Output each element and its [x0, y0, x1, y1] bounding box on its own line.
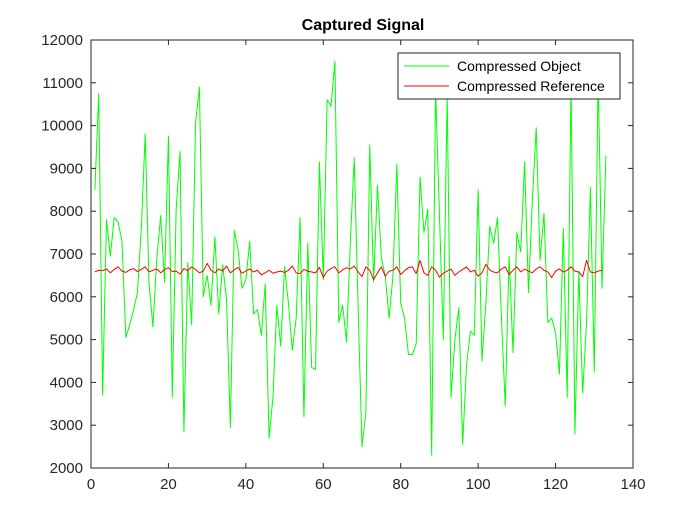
series-layer: [94, 60, 607, 456]
y-tick-label: 6000: [50, 289, 83, 306]
y-tick-label: 4000: [50, 374, 83, 391]
legend-label-1: Compressed Object: [457, 58, 581, 74]
x-tick-label: 140: [620, 476, 645, 493]
legend-label-2: Compressed Reference: [457, 78, 605, 94]
chart-title: Captured Signal: [302, 17, 425, 34]
x-axis: 0 20 40 60 80 100 120 140: [87, 40, 646, 493]
y-tick-label: 3000: [50, 417, 83, 434]
series-line-1: [94, 60, 607, 456]
legend: Compressed Object Compressed Reference: [397, 52, 621, 100]
legend-box: [397, 52, 621, 100]
plot-area: [91, 40, 633, 468]
y-tick-label: 9000: [50, 160, 83, 177]
y-tick-label: 5000: [50, 332, 83, 349]
x-tick-label: 100: [466, 476, 491, 493]
x-tick-label: 120: [543, 476, 568, 493]
x-tick-label: 20: [160, 476, 177, 493]
y-axis: 2000 3000 4000 5000 6000 7000 8000 9000 10000 110…: [41, 32, 633, 477]
x-tick-label: 60: [315, 476, 332, 493]
y-tick-label: 12000: [41, 32, 83, 49]
x-tick-label: 40: [238, 476, 255, 493]
y-tick-label: 7000: [50, 246, 83, 263]
x-tick-label: 0: [87, 476, 95, 493]
y-tick-label: 11000: [42, 75, 83, 92]
x-tick-label: 80: [392, 476, 409, 493]
y-tick-label: 8000: [50, 203, 83, 220]
y-tick-label: 10000: [41, 118, 83, 135]
y-tick-label: 2000: [50, 460, 83, 477]
series-line-2: [94, 259, 603, 281]
